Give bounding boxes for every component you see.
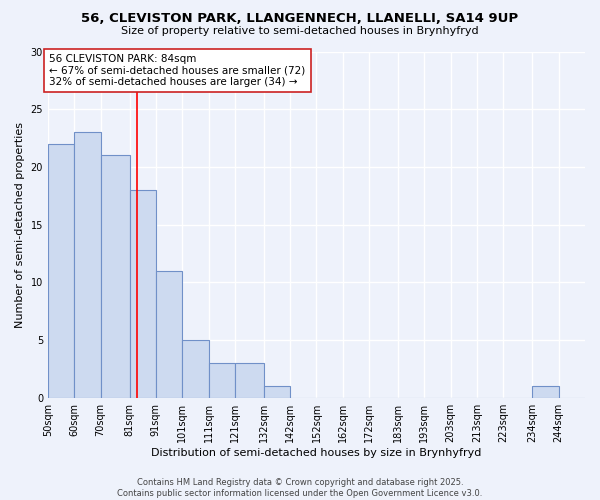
Bar <box>209 363 235 398</box>
Y-axis label: Number of semi-detached properties: Number of semi-detached properties <box>15 122 25 328</box>
Text: Size of property relative to semi-detached houses in Brynhyfryd: Size of property relative to semi-detach… <box>121 26 479 36</box>
Bar <box>101 156 130 398</box>
Bar <box>182 340 209 398</box>
Bar <box>48 144 74 398</box>
X-axis label: Distribution of semi-detached houses by size in Brynhyfryd: Distribution of semi-detached houses by … <box>151 448 482 458</box>
Text: 56 CLEVISTON PARK: 84sqm
← 67% of semi-detached houses are smaller (72)
32% of s: 56 CLEVISTON PARK: 84sqm ← 67% of semi-d… <box>49 54 305 87</box>
Bar <box>130 190 156 398</box>
Bar <box>264 386 290 398</box>
Bar <box>235 363 264 398</box>
Bar <box>532 386 559 398</box>
Text: 56, CLEVISTON PARK, LLANGENNECH, LLANELLI, SA14 9UP: 56, CLEVISTON PARK, LLANGENNECH, LLANELL… <box>82 12 518 26</box>
Bar <box>156 271 182 398</box>
Bar <box>74 132 101 398</box>
Text: Contains HM Land Registry data © Crown copyright and database right 2025.
Contai: Contains HM Land Registry data © Crown c… <box>118 478 482 498</box>
